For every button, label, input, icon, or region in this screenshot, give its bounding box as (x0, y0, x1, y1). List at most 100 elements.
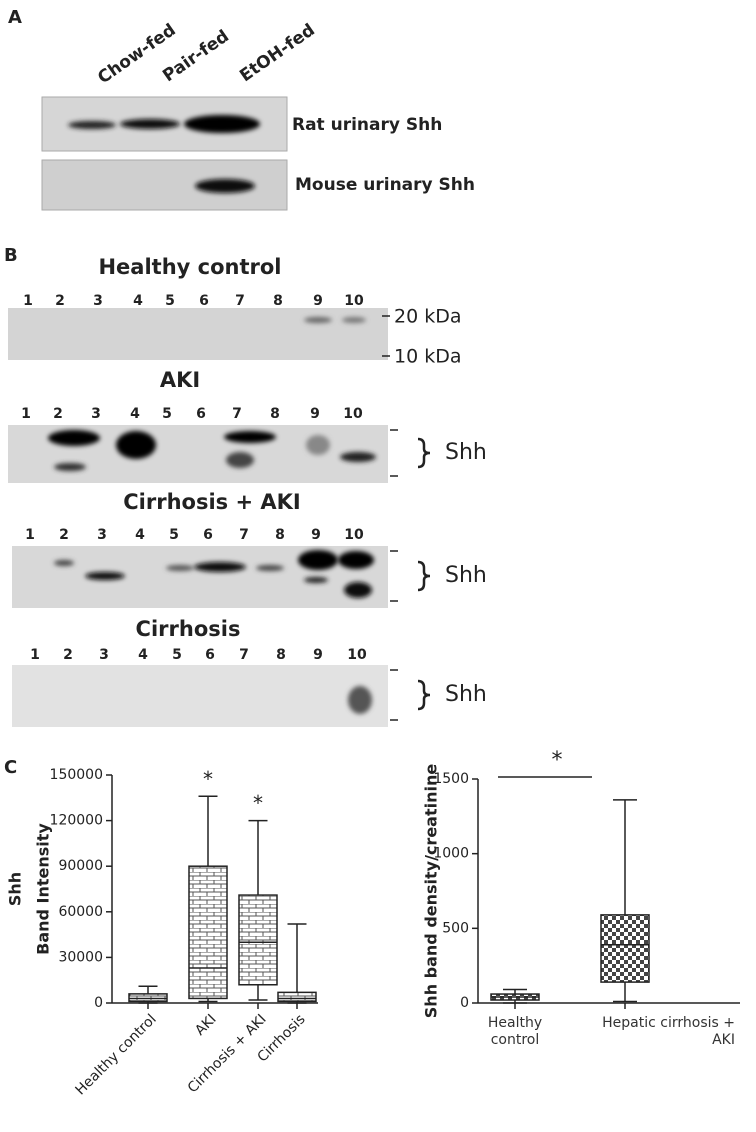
row-label: Mouse urinary Shh (295, 175, 475, 195)
brace (417, 560, 431, 592)
lane-number: 1 (21, 406, 31, 422)
x-tick-label: Healthy control (487, 1015, 543, 1048)
band (68, 121, 116, 129)
lane-number: 1 (25, 527, 35, 543)
lane-number: 10 (344, 527, 364, 543)
y-axis-label: Band Intensity (34, 823, 53, 955)
lane-number: 10 (343, 406, 363, 422)
column-label: EtOH-fed (236, 20, 318, 86)
y-tick-label: 1500 (433, 771, 469, 787)
row-label: Rat urinary Shh (292, 115, 442, 135)
band (306, 435, 330, 455)
x-tick-label: AKI (192, 1011, 219, 1038)
lane-number: 7 (232, 406, 242, 422)
lane-number: 8 (276, 647, 286, 663)
band (342, 317, 366, 323)
band (194, 562, 246, 572)
band (195, 179, 255, 193)
blot-title: Cirrhosis (136, 617, 241, 641)
band (224, 431, 276, 443)
band (348, 686, 372, 714)
lane-number: 9 (313, 647, 323, 663)
significance: * (552, 748, 563, 773)
y-tick-label: 90000 (58, 858, 103, 874)
lane-number: 5 (169, 527, 179, 543)
lane-number: 3 (93, 293, 103, 309)
band (54, 463, 86, 471)
y-tick-label: 60000 (58, 904, 103, 920)
lane-number: 6 (196, 406, 206, 422)
lane-number: 3 (91, 406, 101, 422)
lane-number: 9 (310, 406, 320, 422)
lane-number: 3 (99, 647, 109, 663)
band (304, 577, 328, 583)
lane-number: 4 (130, 406, 140, 422)
brace (417, 679, 431, 711)
band (116, 431, 156, 459)
brace (417, 437, 431, 469)
lane-number: 2 (63, 647, 73, 663)
band (338, 551, 374, 569)
lane-number: 10 (347, 647, 367, 663)
band (304, 317, 332, 323)
target-label: Shh (445, 563, 487, 588)
y-axis-label: Shh (6, 872, 25, 906)
y-tick-label: 0 (460, 995, 469, 1011)
band (85, 572, 125, 580)
marker-label: 20 kDa (394, 306, 462, 328)
band (298, 550, 338, 570)
x-tick-label: Healthy control (73, 1011, 160, 1098)
lane-number: 2 (53, 406, 63, 422)
band (120, 119, 180, 129)
lane-number: 10 (344, 293, 364, 309)
lane-number: 6 (203, 527, 213, 543)
lane-number: 8 (273, 293, 283, 309)
significance: * (203, 767, 213, 791)
target-label: Shh (445, 682, 487, 707)
lane-number: 1 (23, 293, 33, 309)
lane-number: 9 (311, 527, 321, 543)
box (238, 894, 278, 986)
lane-number: 7 (239, 647, 249, 663)
band (226, 452, 254, 468)
lane-number: 9 (313, 293, 323, 309)
panel-label: A (8, 7, 22, 28)
y-tick-label: 500 (442, 920, 469, 936)
lane-number: 2 (55, 293, 65, 309)
y-tick-label: 30000 (58, 949, 103, 965)
target-label: Shh (445, 440, 487, 465)
lane-number: 7 (239, 527, 249, 543)
blot (8, 308, 388, 360)
lane-number: 5 (172, 647, 182, 663)
lane-number: 1 (30, 647, 40, 663)
band (48, 430, 100, 446)
y-tick-label: 1000 (433, 846, 469, 862)
band (166, 565, 194, 571)
blot-title: Healthy control (98, 255, 281, 279)
x-tick-label: Hepatic cirrhosis + AKI (602, 1015, 735, 1048)
lane-number: 4 (133, 293, 143, 309)
panel-label: C (4, 757, 17, 778)
band (340, 452, 376, 462)
box (128, 993, 168, 1003)
significance: * (253, 791, 263, 815)
panel-label: B (4, 245, 18, 266)
box (600, 914, 650, 983)
lane-number: 7 (235, 293, 245, 309)
lane-number: 4 (138, 647, 148, 663)
lane-number: 6 (205, 647, 215, 663)
box (277, 991, 317, 1003)
lane-number: 5 (162, 406, 172, 422)
blot-title: AKI (160, 368, 200, 392)
band (256, 565, 284, 571)
lane-number: 5 (165, 293, 175, 309)
lane-number: 8 (270, 406, 280, 422)
blot-title: Cirrhosis + AKI (123, 490, 300, 514)
lane-number: 4 (135, 527, 145, 543)
lane-number: 6 (199, 293, 209, 309)
band (344, 582, 372, 598)
y-axis-label: Shh band density/creatinine (422, 764, 441, 1019)
lane-number: 8 (275, 527, 285, 543)
blot (12, 665, 388, 727)
y-tick-label: 120000 (50, 813, 103, 829)
